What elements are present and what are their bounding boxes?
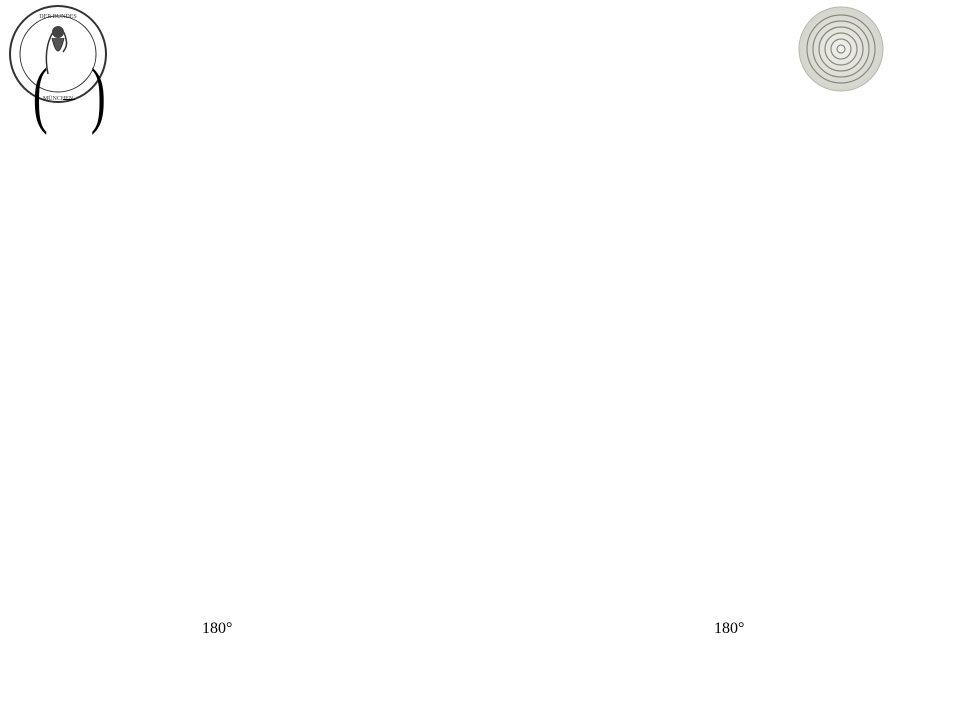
symbol-definitions (380, 66, 397, 76)
footer (24, 696, 936, 710)
footer-right (906, 696, 936, 710)
polar-plot-l1 (13, 206, 473, 636)
polar-plots-row (0, 206, 960, 636)
svg-text:DER BUNDES: DER BUNDES (39, 14, 77, 20)
formula: ( ) (28, 78, 110, 116)
polar-plot-l2 (487, 206, 947, 636)
seal-logo (796, 4, 886, 94)
angle-180-right: 180° (714, 620, 744, 638)
angle-180-left: 180° (202, 620, 232, 638)
